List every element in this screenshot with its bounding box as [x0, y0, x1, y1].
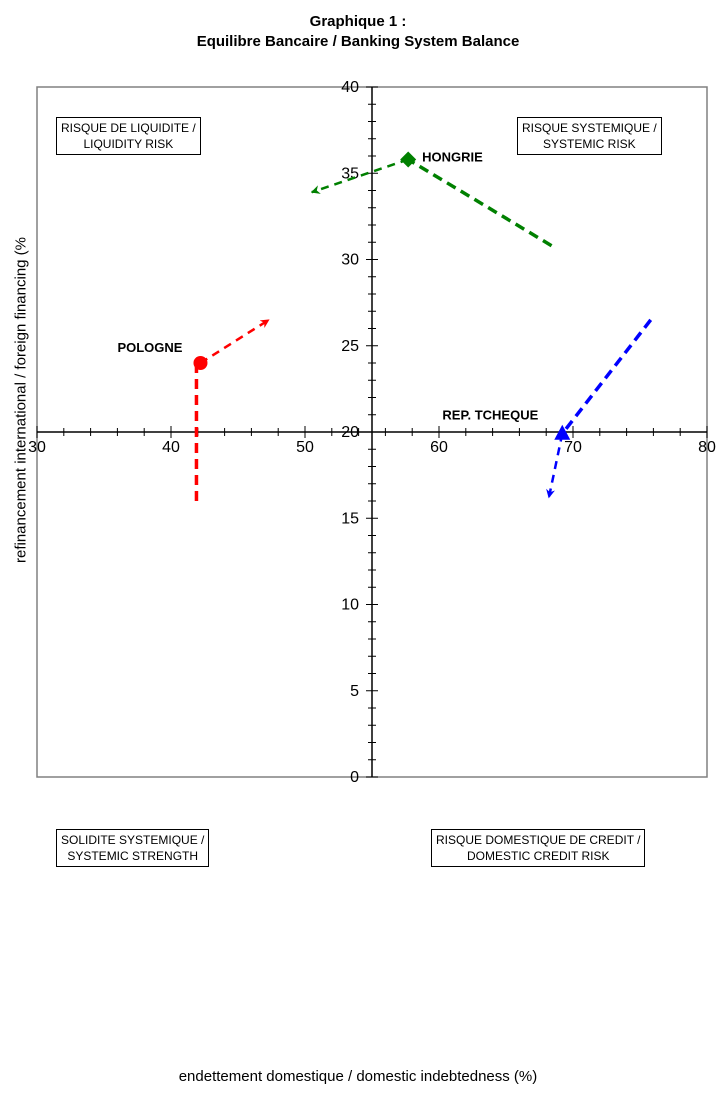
quadrant-label-top-left: RISQUE DE LIQUIDITE / LIQUIDITY RISK	[56, 117, 201, 155]
series-arrow-pologne	[199, 318, 270, 365]
y-tick-label: 10	[341, 597, 359, 614]
chart-title: Graphique 1 :	[309, 13, 407, 30]
x-tick-label: 50	[296, 439, 314, 456]
quadrant-label-top-right: RISQUE SYSTEMIQUE / SYSTEMIC RISK	[517, 117, 662, 155]
chart-subtitle: Equilibre Bancaire / Banking System Bala…	[196, 33, 520, 50]
quadrant-label-bottom-right: RISQUE DOMESTIQUE DE CREDIT / DOMESTIC C…	[431, 829, 646, 867]
y-tick-label: 5	[350, 683, 359, 700]
point-label-pologne: POLOGNE	[117, 340, 182, 355]
x-tick-label: 70	[564, 439, 582, 456]
data-point-pologne	[193, 356, 208, 370]
x-tick-label: 30	[28, 439, 46, 456]
x-tick-label: 40	[162, 439, 180, 456]
point-label-rep-tcheque: REP. TCHEQUE	[442, 408, 538, 423]
data-point-hongrie	[400, 151, 417, 168]
y-tick-label: 15	[341, 510, 359, 527]
y-tick-label: 30	[341, 252, 359, 269]
y-tick-label: 25	[341, 338, 359, 355]
series-path-hongrie	[407, 157, 553, 248]
data-point-rep-tcheque	[554, 424, 571, 440]
point-label-hongrie: HONGRIE	[422, 149, 483, 164]
series-path-rep-tcheque	[560, 318, 653, 435]
x-tick-label: 80	[698, 439, 716, 456]
series-arrow-hongrie	[310, 158, 409, 194]
y-tick-label: 20	[341, 424, 359, 441]
series-arrow-rep-tcheque	[546, 433, 564, 499]
y-tick-label: 0	[350, 769, 359, 786]
x-tick-label: 60	[430, 439, 448, 456]
y-tick-label: 40	[341, 79, 359, 96]
x-axis-label: endettement domestique / domestic indebt…	[178, 1068, 538, 1085]
quadrant-label-bottom-left: SOLIDITE SYSTEMIQUE / SYSTEMIC STRENGTH	[56, 829, 210, 867]
